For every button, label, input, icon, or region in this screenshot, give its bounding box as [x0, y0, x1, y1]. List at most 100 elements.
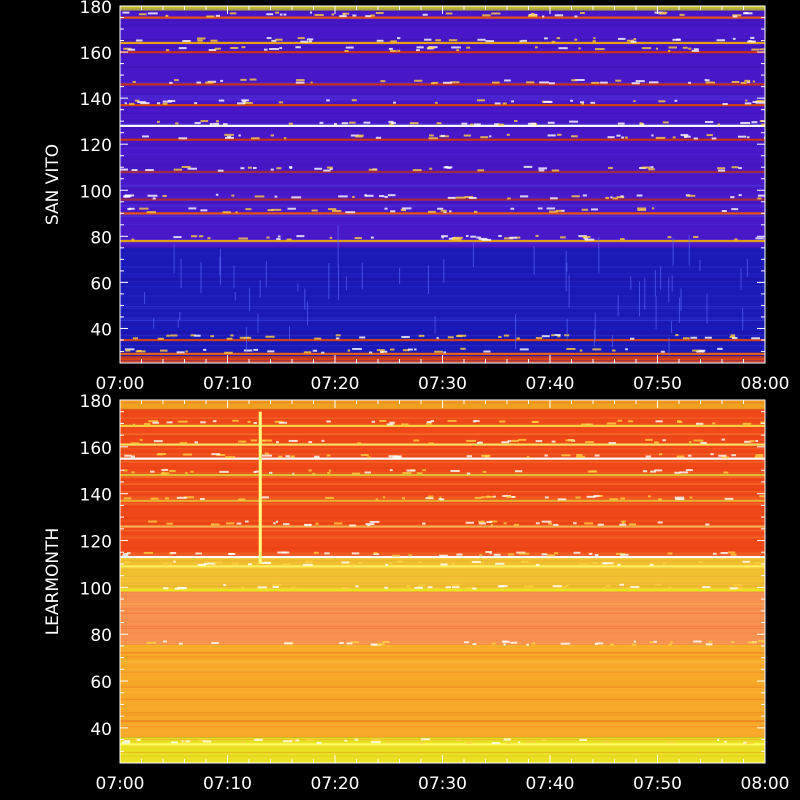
emission-speckle: [312, 472, 316, 475]
emission-speckle: [401, 336, 410, 339]
noise-streak: [120, 39, 765, 41]
noise-streak: [120, 613, 765, 615]
emission-speckle: [206, 15, 215, 18]
emission-speckle: [594, 554, 599, 557]
emission-speckle: [551, 169, 560, 172]
noise-streak: [120, 625, 765, 627]
emission-speckle: [167, 99, 176, 102]
noise-streak: [120, 642, 765, 644]
emission-speckle: [360, 454, 369, 457]
emission-speckle: [194, 441, 198, 444]
noise-streak: [120, 333, 765, 335]
interference-streak: [671, 320, 673, 333]
noise-streak: [120, 739, 765, 741]
noise-streak: [120, 283, 765, 285]
emission-speckle: [517, 438, 527, 441]
emission-speckle: [653, 640, 657, 643]
emission-speckle: [541, 335, 550, 338]
noise-streak: [120, 54, 765, 56]
emission-speckle: [326, 99, 330, 102]
emission-speckle: [480, 136, 489, 139]
emission-speckle: [740, 81, 747, 84]
emission-speckle: [262, 439, 273, 442]
emission-speckle: [465, 586, 474, 589]
interference-streak: [654, 269, 656, 297]
noise-streak: [120, 264, 765, 266]
emission-speckle: [308, 40, 312, 43]
noise-streak: [120, 489, 765, 491]
emission-speckle: [684, 135, 691, 138]
emission-speckle: [625, 348, 628, 351]
emission-speckle: [667, 552, 673, 555]
noise-streak: [120, 753, 765, 755]
emission-speckle: [477, 38, 486, 41]
emission-speckle: [300, 40, 309, 43]
emission-speckle: [440, 134, 445, 137]
emission-speckle: [456, 49, 460, 52]
emission-speckle: [409, 122, 419, 125]
emission-speckle: [418, 334, 425, 337]
emission-speckle: [606, 584, 611, 587]
emission-speckle: [203, 562, 208, 565]
emission-speckle: [123, 47, 132, 50]
emission-speckle: [327, 208, 337, 211]
emission-speckle: [215, 193, 219, 196]
interference-streak: [671, 275, 673, 292]
emission-speckle: [341, 587, 348, 590]
noise-streak: [120, 319, 765, 321]
emission-speckle: [156, 102, 161, 105]
emission-speckle: [240, 586, 245, 589]
emission-speckle: [580, 12, 585, 15]
emission-speckle: [179, 442, 188, 445]
emission-speckle: [197, 37, 206, 40]
emission-speckle: [401, 207, 412, 210]
emission-speckle: [620, 497, 625, 500]
emission-speckle: [511, 439, 519, 442]
emission-speckle: [437, 207, 444, 210]
emission-speckle: [639, 122, 643, 125]
emission-line: [120, 41, 765, 45]
emission-line: [120, 352, 765, 355]
emission-speckle: [530, 12, 535, 15]
emission-speckle: [339, 15, 347, 18]
noise-streak: [120, 660, 765, 662]
emission-speckle: [335, 334, 341, 337]
emission-speckle: [662, 439, 666, 442]
interference-streak: [179, 311, 181, 321]
emission-speckle: [389, 562, 392, 565]
noise-streak: [120, 721, 765, 723]
noise-streak: [120, 128, 765, 130]
emission-speckle: [648, 495, 651, 498]
x-tick-label: 07:40: [526, 774, 575, 794]
emission-speckle: [509, 236, 517, 239]
emission-speckle: [425, 422, 432, 425]
emission-speckle: [477, 169, 485, 172]
emission-speckle: [266, 236, 270, 239]
emission-speckle: [544, 454, 548, 457]
emission-speckle: [760, 421, 765, 424]
emission-speckle: [130, 442, 140, 445]
emission-speckle: [278, 455, 283, 458]
emission-speckle: [416, 472, 423, 475]
emission-speckle: [237, 102, 246, 105]
noise-streak: [120, 608, 765, 610]
emission-speckle: [422, 469, 426, 472]
emission-speckle: [668, 46, 677, 49]
noise-streak: [120, 725, 765, 727]
emission-speckle: [600, 81, 608, 84]
emission-speckle: [162, 102, 168, 105]
emission-speckle: [633, 100, 636, 103]
emission-speckle: [316, 741, 322, 744]
emission-speckle: [182, 40, 191, 43]
emission-speckle: [230, 334, 234, 337]
emission-speckle: [674, 471, 681, 474]
emission-speckle: [445, 586, 452, 589]
interference-streak: [566, 318, 568, 340]
emission-speckle: [332, 209, 342, 212]
emission-speckle: [326, 454, 331, 457]
emission-speckle: [296, 235, 305, 238]
interference-streak: [740, 268, 742, 291]
emission-speckle: [679, 471, 689, 474]
emission-speckle: [194, 122, 201, 125]
emission-speckle: [486, 521, 493, 524]
